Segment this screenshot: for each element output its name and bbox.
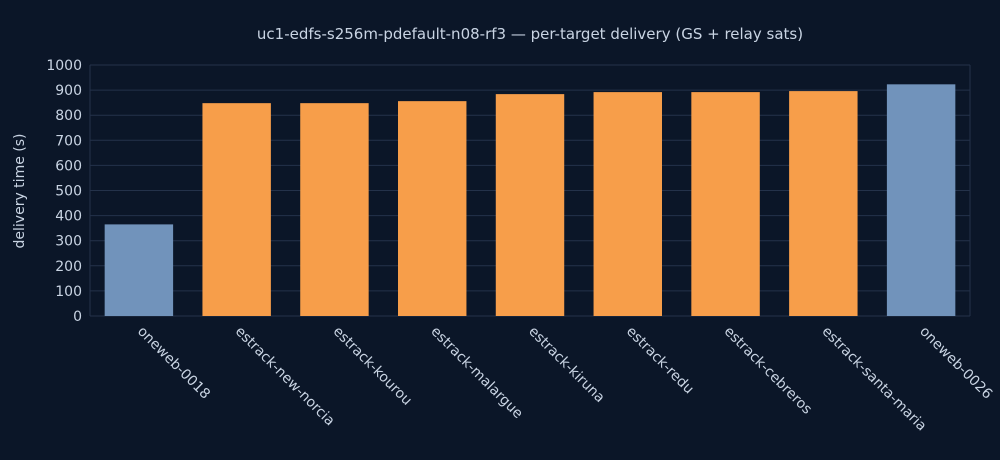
bar-oneweb-0018 [104,224,174,316]
x-tick-label: estrack-new-norcia [232,324,338,430]
y-tick-label: 400 [55,209,82,225]
x-tick-label: oneweb-0026 [916,324,995,403]
x-tick-label: estrack-kiruna [525,324,607,406]
x-tick-label: estrack-santa-maria [819,324,930,435]
y-tick-label: 1000 [46,58,82,74]
x-tick-labels: oneweb-0018 estrack-new-norciaestrack-kou… [134,324,995,435]
bars [104,84,956,317]
bar-estrack-santa-maria [789,91,858,316]
bar-oneweb-0026 [886,84,956,317]
y-tick-label: 200 [55,259,82,275]
bar-estrack-kiruna [495,94,565,316]
y-tick-label: 900 [55,83,82,99]
bar-estrack-cebreros [691,92,760,316]
bar-estrack-malargue [398,101,467,316]
y-tick-label: 0 [73,309,82,325]
x-tick-label: estrack-kourou [330,324,415,409]
x-tick-label: estrack-malargue [427,324,525,422]
bar-estrack-redu [593,92,662,316]
y-tick-labels: 0 100 200 300 400 500 600 700 800 900 1000 [46,58,82,325]
y-tick-label: 100 [55,284,82,300]
x-tick-label: estrack-redu [623,324,697,398]
y-tick-label: 300 [55,234,82,250]
x-tick-label: oneweb-0018 [134,324,213,403]
y-tick-label: 600 [55,158,82,174]
x-tick-label: estrack-cebreros [721,324,815,418]
y-tick-label: 800 [55,108,82,124]
chart-title: uc1-edfs-s256m-pdefault-n08-rf3 — per-ta… [257,25,803,43]
y-tick-label: 700 [55,133,82,149]
bar-estrack-new-norcia [202,103,271,316]
bar-estrack-kourou [300,103,369,316]
y-axis-label: delivery time (s) [12,134,28,249]
y-tick-label: 500 [55,184,82,200]
